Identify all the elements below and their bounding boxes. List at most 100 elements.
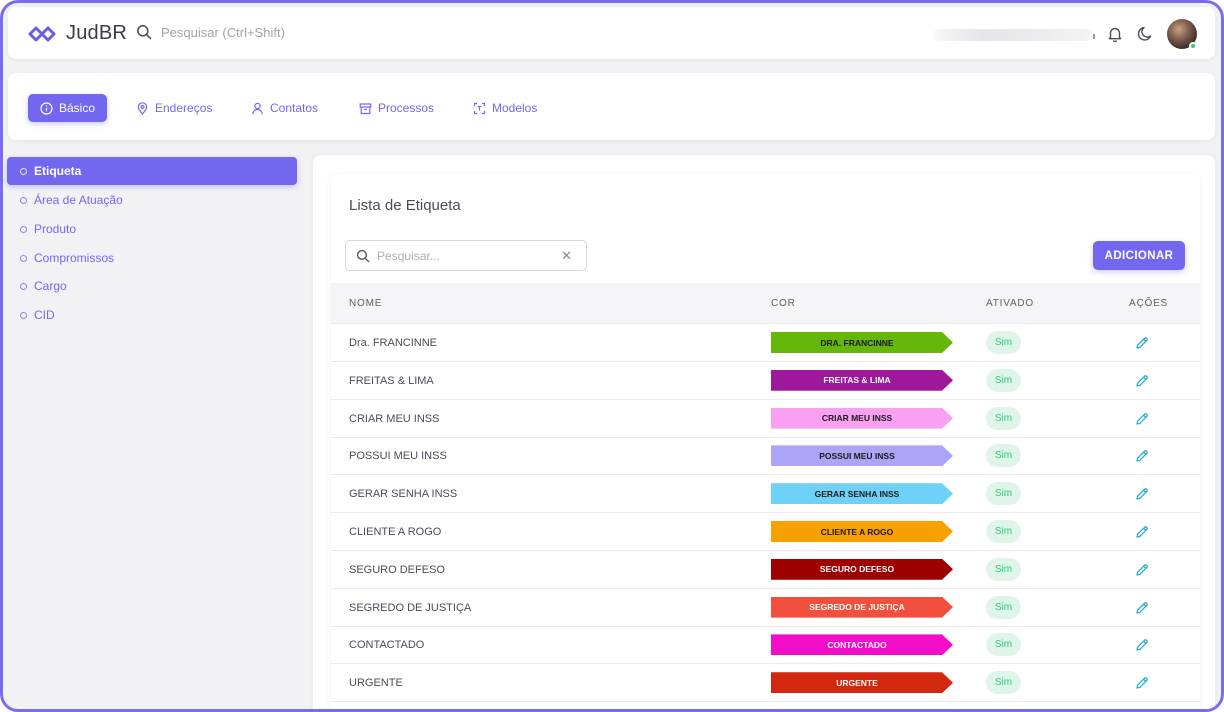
color-tag: URGENTE: [771, 672, 953, 694]
table-row: Dra. FRANCINNE DRA. FRANCINNE Sim: [331, 324, 1200, 362]
sidebar-item-cid[interactable]: CID: [7, 301, 297, 329]
tab-modelos[interactable]: Modelos: [461, 94, 549, 122]
status-badge: Sim: [986, 482, 1021, 506]
info-icon: [40, 101, 53, 115]
list-search-placeholder: Pesquisar...: [377, 248, 440, 263]
table-row: CRIAR MEU INSS CRIAR MEU INSS Sim: [331, 400, 1200, 438]
table-row: FREITAS & LIMA FREITAS & LIMA Sim: [331, 362, 1200, 400]
add-button[interactable]: ADICIONAR: [1093, 241, 1185, 270]
theme-toggle-icon[interactable]: [1136, 25, 1154, 43]
color-tag: CLIENTE A ROGO: [771, 521, 953, 542]
status-badge: Sim: [986, 406, 1021, 430]
edit-icon[interactable]: [1135, 374, 1149, 388]
map-pin-icon: [137, 101, 148, 115]
edit-icon[interactable]: [1135, 638, 1149, 652]
row-nome: SEGREDO DE JUSTIÇA: [349, 601, 472, 614]
tab-basico[interactable]: Básico: [28, 94, 108, 122]
table-row: SEGREDO DE JUSTIÇA SEGREDO DE JUSTIÇA Sim: [331, 589, 1200, 627]
circle-icon: [20, 167, 27, 175]
sidebar-item-produto[interactable]: Produto: [7, 215, 297, 243]
search-icon: [356, 249, 370, 262]
sidebar-item-label: Compromissos: [34, 251, 115, 265]
list-title: Lista de Etiqueta: [349, 197, 461, 214]
color-tag: FREITAS & LIMA: [771, 369, 953, 391]
color-tag: DRA. FRANCINNE: [771, 332, 953, 353]
circle-icon: [20, 282, 27, 290]
sidebar-item-compromissos[interactable]: Compromissos: [7, 244, 297, 272]
row-nome: SEGURO DEFESO: [349, 563, 445, 576]
sidebar-item-area-de-atuacao[interactable]: Área de Atuação: [7, 186, 297, 214]
edit-icon[interactable]: [1135, 563, 1149, 577]
global-search[interactable]: Pesquisar (Ctrl+Shift): [136, 24, 285, 40]
tabs-card: Básico Endereços Contatos Processos: [8, 73, 1215, 140]
table-row: GERAR SENHA INSS GERAR SENHA INSS Sim: [331, 475, 1200, 514]
sidebar-item-label: Área de Atuação: [34, 193, 123, 207]
global-search-placeholder: Pesquisar (Ctrl+Shift): [161, 24, 285, 40]
tab-enderecos[interactable]: Endereços: [124, 94, 224, 122]
sidebar-item-label: Cargo: [34, 279, 67, 293]
circle-icon: [20, 254, 27, 262]
status-badge: Sim: [986, 633, 1021, 657]
row-nome: CONTACTADO: [349, 639, 425, 652]
color-tag: SEGURO DEFESO: [771, 558, 953, 580]
color-tag: CRIAR MEU INSS: [771, 407, 953, 429]
row-nome: CLIENTE A ROGO: [349, 526, 442, 538]
tab-label: Contatos: [270, 101, 319, 115]
clear-search-icon[interactable]: ✕: [561, 247, 572, 263]
row-nome: GERAR SENHA INSS: [349, 488, 458, 501]
color-tag: GERAR SENHA INSS: [771, 483, 953, 505]
edit-icon[interactable]: [1135, 601, 1149, 615]
sidebar-item-etiqueta[interactable]: Etiqueta: [7, 157, 297, 185]
tab-label: Básico: [59, 101, 96, 115]
edit-icon[interactable]: [1135, 449, 1149, 463]
row-nome: FREITAS & LIMA: [349, 374, 434, 387]
sidebar-item-label: Produto: [34, 222, 77, 236]
status-badge: Sim: [986, 331, 1021, 354]
app-name: JudBR: [66, 22, 128, 44]
scan-icon: [473, 102, 486, 114]
circle-icon: [20, 311, 27, 319]
separator: [1093, 34, 1095, 39]
blurred-user-info: [933, 29, 1093, 41]
app-logo[interactable]: JudBR: [28, 22, 127, 45]
tab-label: Modelos: [492, 101, 538, 115]
circle-icon: [20, 225, 27, 233]
etiqueta-list-card: Lista de Etiqueta Pesquisar... ✕ ADICION…: [331, 174, 1200, 709]
status-badge: Sim: [986, 557, 1021, 581]
table-header: NOME COR ATIVADO AÇÕES: [331, 283, 1200, 324]
edit-icon[interactable]: [1135, 412, 1149, 426]
edit-icon[interactable]: [1135, 487, 1149, 501]
sidebar-item-cargo[interactable]: Cargo: [7, 272, 297, 300]
bell-icon[interactable]: [1106, 25, 1124, 43]
top-navbar: JudBR Pesquisar (Ctrl+Shift): [8, 7, 1215, 59]
edit-icon[interactable]: [1135, 676, 1149, 690]
column-header-acoes: AÇÕES: [1129, 298, 1169, 309]
row-nome: POSSUI MEU INSS: [349, 450, 447, 463]
tab-label: Processos: [378, 101, 435, 115]
color-tag: CONTACTADO: [771, 634, 953, 656]
column-header-cor[interactable]: COR: [771, 298, 796, 309]
circle-icon: [20, 196, 27, 204]
row-nome: Dra. FRANCINNE: [349, 337, 438, 349]
column-header-ativado[interactable]: ATIVADO: [986, 298, 1035, 309]
edit-icon[interactable]: [1135, 525, 1149, 539]
tab-contatos[interactable]: Contatos: [239, 94, 330, 122]
status-badge: Sim: [986, 444, 1021, 468]
archive-icon: [359, 102, 372, 114]
edit-icon[interactable]: [1135, 336, 1149, 350]
search-icon: [137, 25, 152, 40]
online-status-dot: [1189, 42, 1197, 50]
list-search-input[interactable]: Pesquisar... ✕: [345, 240, 587, 271]
sidebar-item-label: CID: [34, 308, 55, 322]
column-header-nome[interactable]: NOME: [349, 298, 383, 309]
tab-label: Endereços: [155, 101, 213, 115]
table-row: POSSUI MEU INSS POSSUI MEU INSS Sim: [331, 437, 1200, 476]
color-tag: SEGREDO DE JUSTIÇA: [771, 596, 953, 618]
status-badge: Sim: [986, 595, 1021, 619]
user-icon: [252, 102, 263, 114]
row-nome: CRIAR MEU INSS: [349, 412, 440, 425]
tab-processos[interactable]: Processos: [347, 94, 446, 122]
color-tag: POSSUI MEU INSS: [771, 445, 953, 467]
status-badge: Sim: [986, 368, 1021, 392]
